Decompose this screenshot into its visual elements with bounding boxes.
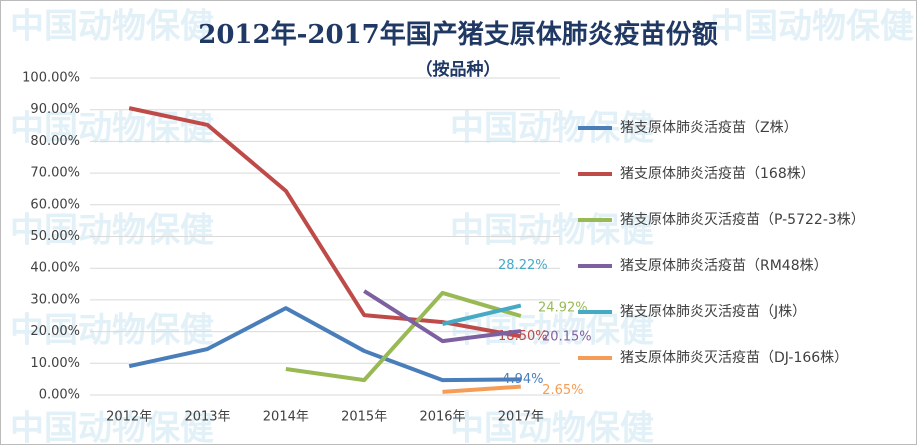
legend-label: 猪支原体肺炎活疫苗（168株） [620, 166, 815, 182]
watermark: 中国动物保健 [10, 7, 214, 47]
y-tick-label: 100.00% [22, 71, 80, 86]
y-tick-label: 90.00% [30, 102, 80, 117]
x-tick-label: 2014年 [263, 410, 309, 425]
watermark: 中国动物保健 [10, 311, 214, 351]
data-label: 2.65% [542, 383, 583, 398]
y-tick-label: 40.00% [30, 261, 80, 276]
y-tick-label: 0.00% [39, 388, 80, 403]
legend-label: 猪支原体肺炎活疫苗（Z株） [620, 120, 798, 136]
y-tick-label: 30.00% [30, 292, 80, 307]
y-tick-label: 70.00% [30, 166, 80, 181]
y-tick-label: 80.00% [30, 134, 80, 149]
chart-title: 2012年-2017年国产猪支原体肺炎疫苗份额 [198, 19, 718, 50]
watermarks: 中国动物保健中国动物保健中国动物保健中国动物保健中国动物保健中国动物保健中国动物… [10, 7, 914, 445]
watermark: 中国动物保健 [10, 409, 214, 445]
data-label: 28.22% [498, 258, 548, 273]
x-tick-label: 2017年 [498, 410, 544, 425]
watermark: 中国动物保健 [450, 409, 654, 445]
watermark: 中国动物保健 [710, 7, 914, 47]
chart-subtitle: （按品种） [416, 59, 501, 80]
series-line [128, 106, 522, 339]
legend-label: 猪支原体肺炎灭活疫苗（DJ-166株） [620, 350, 848, 366]
x-tick-label: 2016年 [419, 410, 465, 425]
y-tick-label: 20.00% [30, 324, 80, 339]
x-tick-label: 2012年 [106, 410, 152, 425]
series-line [442, 303, 522, 326]
data-label: 24.92% [538, 301, 588, 316]
y-tick-label: 10.00% [30, 356, 80, 371]
data-label: 20.15% [542, 330, 592, 345]
watermark: 中国动物保健 [10, 211, 214, 251]
y-tick-label: 60.00% [30, 197, 80, 212]
x-tick-label: 2013年 [184, 410, 230, 425]
legend-label: 猪支原体肺炎灭活疫苗（P-5722-3株） [620, 212, 865, 228]
watermark: 中国动物保健 [450, 211, 654, 251]
series-line [285, 290, 522, 383]
legend-label: 猪支原体肺炎活疫苗（RM48株） [620, 258, 828, 274]
data-label: 4.94% [502, 372, 543, 387]
series-line [442, 384, 521, 394]
legend-label: 猪支原体肺炎灭活疫苗（J株） [620, 304, 806, 320]
y-tick-label: 50.00% [30, 229, 80, 244]
series-line [128, 306, 521, 383]
series-line [363, 289, 522, 344]
x-tick-label: 2015年 [341, 410, 387, 425]
